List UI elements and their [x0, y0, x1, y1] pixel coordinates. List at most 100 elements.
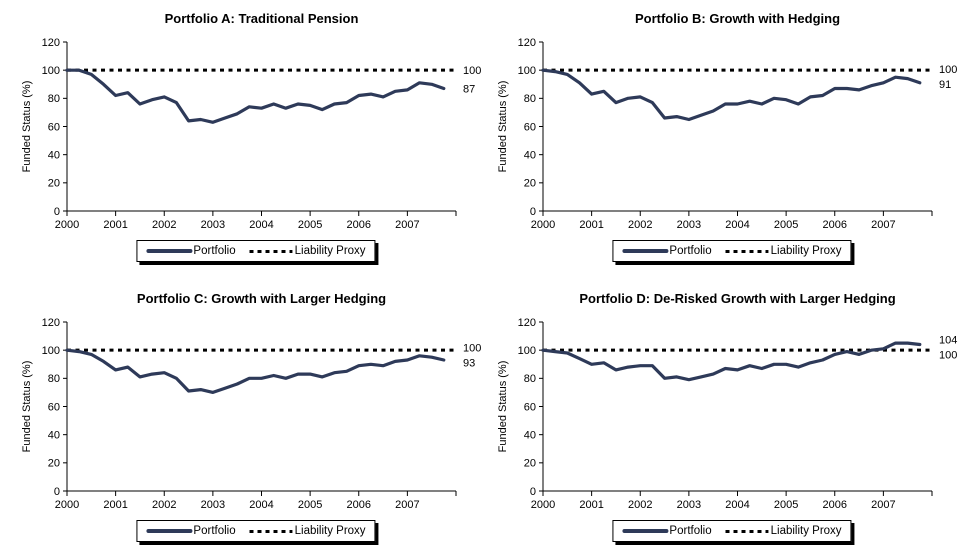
liability-line-swatch	[725, 249, 769, 253]
y-tick-label: 0	[54, 486, 60, 498]
x-tick-label: 2001	[579, 499, 603, 511]
x-tick-label: 2007	[871, 219, 895, 231]
portfolio-line-swatch	[146, 529, 193, 533]
legend-item-portfolio: Portfolio	[622, 245, 712, 257]
chart-title-d: Portfolio D: De-Risked Growth with Large…	[579, 291, 896, 306]
x-tick-label: 2006	[347, 499, 371, 511]
y-tick-label: 40	[524, 430, 536, 442]
chart-title-c: Portfolio C: Growth with Larger Hedging	[136, 291, 387, 306]
liability-line-swatch	[725, 529, 769, 533]
x-tick-label: 2006	[823, 499, 847, 511]
end-value-label: 100	[939, 350, 957, 362]
end-value-label: 93	[463, 357, 475, 369]
y-tick-label: 100	[518, 345, 536, 357]
y-axis-title: Funded Status (%)	[21, 81, 33, 173]
legend-a: Portfolio Liability Proxy	[136, 240, 376, 262]
end-value-label: 100	[939, 64, 957, 76]
legend-item-liability: Liability Proxy	[249, 245, 366, 257]
y-tick-label: 20	[524, 178, 536, 190]
legend-item-liability: Liability Proxy	[249, 525, 366, 537]
legend-liability-label: Liability Proxy	[770, 525, 842, 537]
liability-line-swatch	[249, 249, 293, 253]
end-value-label: 100	[463, 65, 481, 77]
x-tick-label: 2000	[55, 219, 79, 231]
x-tick-label: 2007	[395, 499, 419, 511]
legend-item-portfolio: Portfolio	[146, 245, 236, 257]
y-tick-label: 80	[48, 93, 60, 105]
legend-portfolio-label: Portfolio	[193, 245, 236, 257]
x-tick-label: 2006	[823, 219, 847, 231]
y-tick-label: 0	[530, 486, 536, 498]
end-value-label: 87	[463, 83, 475, 95]
y-tick-label: 60	[524, 121, 536, 133]
y-tick-label: 40	[48, 430, 60, 442]
chart-title-b: Portfolio B: Growth with Hedging	[634, 11, 841, 26]
y-tick-label: 120	[518, 317, 536, 329]
x-tick-label: 2006	[347, 219, 371, 231]
y-tick-label: 20	[48, 178, 60, 190]
x-tick-label: 2000	[531, 219, 555, 231]
legend-portfolio-label: Portfolio	[669, 245, 712, 257]
portfolio-a-panel: Portfolio A: Traditional Pension 0 20 40 60…	[0, 0, 483, 280]
legend-b: Portfolio Liability Proxy	[612, 240, 852, 262]
portfolio-c-chart-canvas: 0 20 40 60 80 100 120 2000 2001 2002 2003 2004 2005 2…	[21, 317, 481, 511]
liability-line-swatch	[249, 529, 293, 533]
end-value-label: 91	[939, 79, 951, 91]
y-tick-label: 60	[48, 401, 60, 413]
portfolio-d-panel: Portfolio D: De-Risked Growth with Large…	[483, 280, 966, 560]
x-tick-label: 2003	[677, 219, 701, 231]
portfolio-line	[65, 68, 446, 124]
portfolio-line-swatch	[622, 249, 669, 253]
x-tick-label: 2004	[249, 219, 273, 231]
portfolio-d-chart-canvas: 0 20 40 60 80 100 120 2000 2001 2002 2003 2004 2005 2…	[497, 317, 957, 511]
x-tick-label: 2001	[579, 219, 603, 231]
y-tick-label: 0	[54, 206, 60, 218]
end-value-label: 104	[939, 335, 957, 347]
x-tick-label: 2002	[628, 219, 652, 231]
x-tick-label: 2004	[725, 219, 749, 231]
y-tick-label: 120	[42, 317, 60, 329]
x-tick-label: 2007	[395, 219, 419, 231]
legend-item-liability: Liability Proxy	[725, 245, 842, 257]
y-tick-label: 0	[530, 206, 536, 218]
portfolio-b-panel: Portfolio B: Growth with Hedging 0 20 40 60…	[483, 0, 966, 280]
x-tick-label: 2003	[201, 219, 225, 231]
y-tick-label: 20	[524, 458, 536, 470]
portfolio-line-swatch	[622, 529, 669, 533]
y-tick-label: 20	[48, 458, 60, 470]
end-value-label: 100	[463, 342, 481, 354]
legend-liability-label: Liability Proxy	[294, 525, 366, 537]
legend-item-liability: Liability Proxy	[725, 525, 842, 537]
y-tick-label: 80	[524, 93, 536, 105]
legend-portfolio-label: Portfolio	[669, 525, 712, 537]
x-tick-label: 2004	[725, 499, 749, 511]
y-tick-label: 80	[48, 373, 60, 385]
y-axis-title: Funded Status (%)	[497, 361, 509, 453]
portfolio-c-panel: Portfolio C: Growth with Larger Hedging …	[0, 280, 483, 560]
x-tick-label: 2004	[249, 499, 273, 511]
y-axis-title: Funded Status (%)	[21, 361, 33, 453]
portfolio-line	[541, 341, 922, 382]
x-tick-label: 2002	[152, 499, 176, 511]
y-tick-label: 60	[524, 401, 536, 413]
x-tick-label: 2002	[628, 499, 652, 511]
y-tick-label: 120	[518, 37, 536, 49]
legend-item-portfolio: Portfolio	[146, 525, 236, 537]
x-tick-label: 2001	[103, 499, 127, 511]
portfolio-b-chart-canvas: 0 20 40 60 80 100 120 2000 2001 2002 2003 2004 2005 2…	[497, 37, 957, 231]
legend-c: Portfolio Liability Proxy	[136, 520, 376, 542]
portfolio-line	[65, 348, 446, 395]
legend-item-portfolio: Portfolio	[622, 525, 712, 537]
y-tick-label: 100	[42, 345, 60, 357]
y-tick-label: 120	[42, 37, 60, 49]
x-tick-label: 2007	[871, 499, 895, 511]
y-tick-label: 100	[518, 65, 536, 77]
y-tick-label: 80	[524, 373, 536, 385]
y-tick-label: 40	[48, 150, 60, 162]
portfolio-line-swatch	[146, 249, 193, 253]
x-tick-label: 2005	[774, 219, 798, 231]
x-tick-label: 2001	[103, 219, 127, 231]
x-tick-label: 2000	[531, 499, 555, 511]
x-tick-label: 2000	[55, 499, 79, 511]
